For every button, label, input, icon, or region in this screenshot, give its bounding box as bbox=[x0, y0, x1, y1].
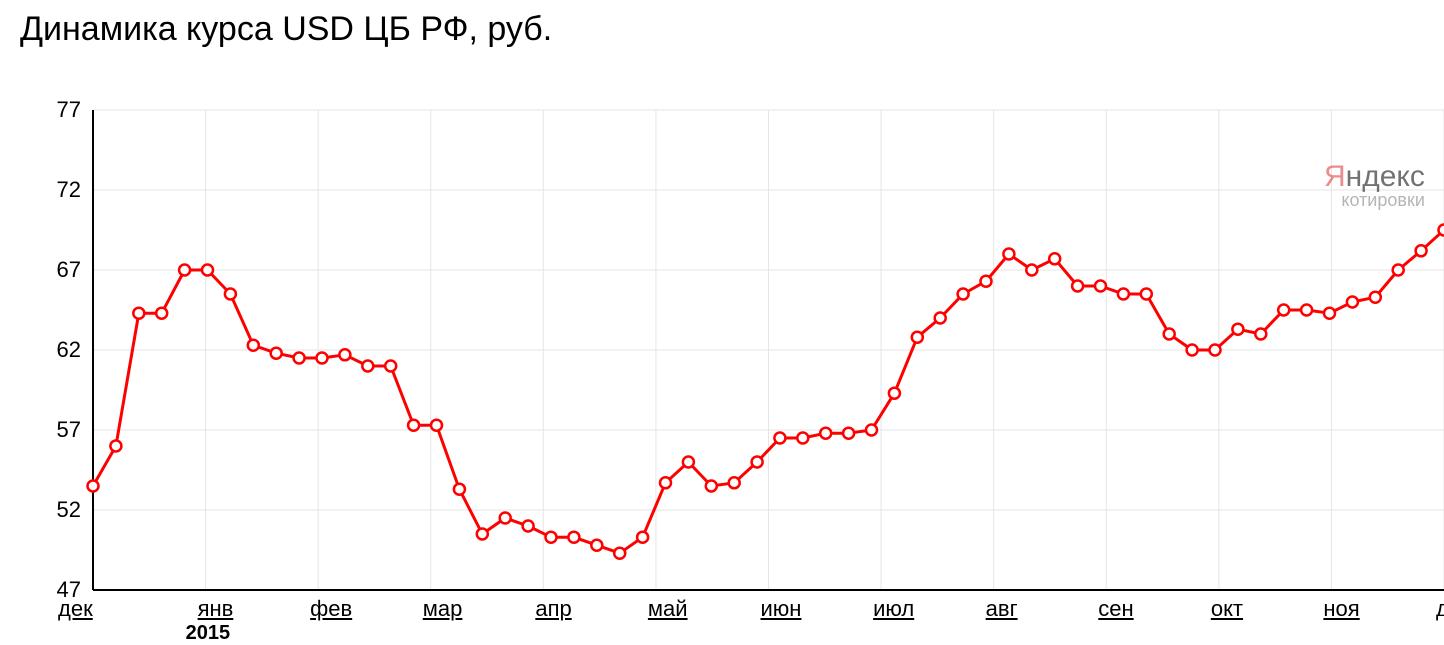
x-axis-month-label[interactable]: янв bbox=[198, 596, 234, 622]
x-axis-month-label[interactable]: фев bbox=[310, 596, 352, 622]
chart-container: Динамика курса USD ЦБ РФ, руб. 475257626… bbox=[0, 0, 1444, 636]
x-axis-year-label: 2015 bbox=[186, 622, 231, 645]
svg-text:72: 72 bbox=[57, 177, 81, 202]
svg-text:52: 52 bbox=[57, 497, 81, 522]
svg-text:62: 62 bbox=[57, 337, 81, 362]
x-axis-month-label[interactable]: ноя bbox=[1323, 596, 1359, 622]
svg-text:67: 67 bbox=[57, 257, 81, 282]
svg-text:77: 77 bbox=[57, 97, 81, 122]
x-axis-month-label[interactable]: апр bbox=[535, 596, 571, 622]
x-axis-month-label[interactable]: дек bbox=[1436, 596, 1444, 622]
x-axis-month-label[interactable]: мар bbox=[423, 596, 463, 622]
x-axis-month-label[interactable]: июн bbox=[761, 596, 802, 622]
x-axis-month-label[interactable]: май bbox=[648, 596, 688, 622]
line-chart: 47525762677277 bbox=[0, 0, 1444, 636]
x-axis-month-label[interactable]: окт bbox=[1211, 596, 1243, 622]
x-axis-month-label[interactable]: июл bbox=[873, 596, 914, 622]
x-axis-month-label[interactable]: авг bbox=[986, 596, 1018, 622]
x-axis-month-label[interactable]: дек bbox=[58, 596, 93, 622]
svg-text:57: 57 bbox=[57, 417, 81, 442]
x-axis-month-label[interactable]: сен bbox=[1098, 596, 1133, 622]
